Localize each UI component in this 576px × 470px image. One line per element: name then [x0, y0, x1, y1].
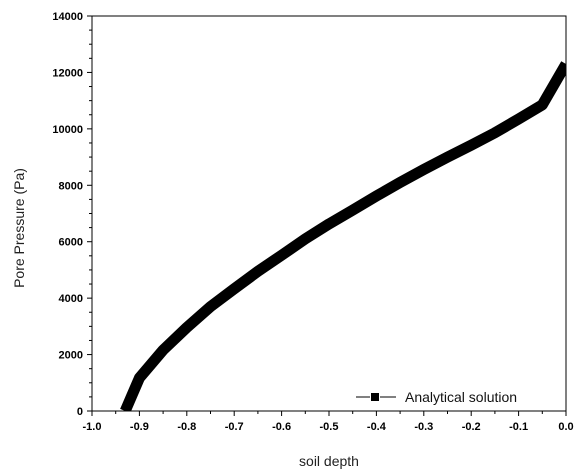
y-tick-label: 4000: [59, 293, 83, 305]
y-axis: 0 2000 4000 6000 8000 10000 12000 14000: [52, 11, 92, 418]
x-tick-label: -0.7: [225, 421, 244, 433]
x-tick-label: -0.5: [320, 421, 339, 433]
x-tick-label: -0.8: [177, 421, 196, 433]
y-tick-label: 14000: [52, 11, 83, 23]
legend-label: Analytical solution: [405, 389, 517, 405]
x-tick-label: -0.4: [367, 421, 387, 433]
y-tick-label: 8000: [59, 180, 83, 192]
y-tick-label: 2000: [59, 350, 83, 362]
series-line-0: [120, 61, 566, 411]
y-tick-label: 6000: [59, 237, 83, 249]
x-tick-label: -0.2: [462, 421, 481, 433]
y-tick-label: 10000: [52, 124, 83, 136]
y-axis-title: Pore Pressure (Pa): [11, 168, 27, 288]
x-axis-title: soil depth: [299, 453, 359, 469]
x-tick-label: -0.1: [509, 421, 528, 433]
y-tick-label: 12000: [52, 67, 83, 79]
x-tick-label: -0.6: [272, 421, 291, 433]
x-axis: -1.0 -0.9 -0.8 -0.7 -0.6 -0.5 -0.4 -0.3 -0.2 -0.1…: [83, 411, 574, 433]
x-tick-label: -1.0: [83, 421, 102, 433]
y-tick-label: 0: [77, 406, 83, 418]
legend-marker-icon: [371, 393, 379, 401]
legend: Analytical solution: [356, 389, 517, 405]
x-tick-label: 0.0: [558, 421, 573, 433]
x-tick-label: -0.3: [414, 421, 433, 433]
x-tick-label: -0.9: [130, 421, 149, 433]
series-layer: [120, 61, 566, 411]
